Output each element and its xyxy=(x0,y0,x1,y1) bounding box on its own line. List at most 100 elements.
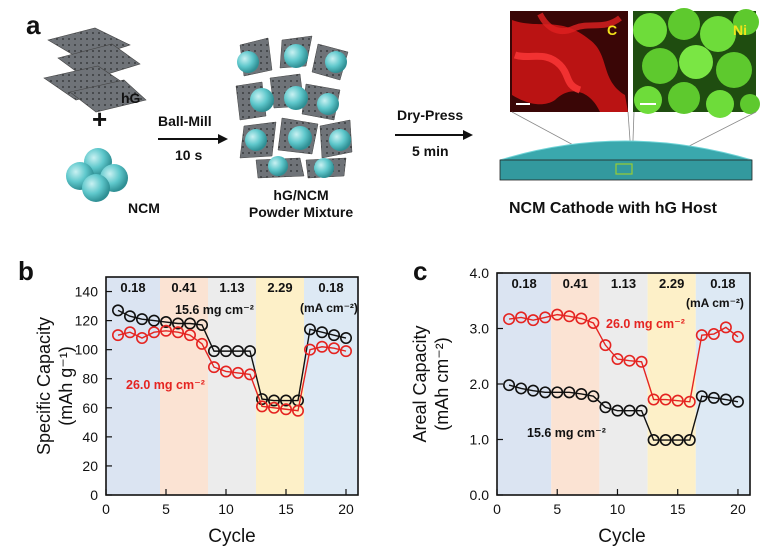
y-axis-title: Specific Capacity (mAh g⁻¹) xyxy=(34,317,76,455)
y-tick-label: 2.0 xyxy=(470,376,490,392)
band-label-1: 0.18 xyxy=(511,276,536,291)
data-point xyxy=(599,401,612,414)
current-unit-note: (mA cm⁻²) xyxy=(300,301,358,315)
data-point xyxy=(503,313,516,326)
x-tick-label: 5 xyxy=(553,501,561,517)
data-point xyxy=(587,390,600,403)
nickel-map-image xyxy=(633,8,760,118)
data-point xyxy=(196,337,209,350)
data-point xyxy=(232,366,245,379)
data-point xyxy=(136,332,149,345)
x-axis-title: Cycle xyxy=(598,526,646,547)
data-point xyxy=(683,395,696,408)
band-4 xyxy=(647,273,696,495)
data-point xyxy=(160,316,173,329)
data-point xyxy=(563,386,576,399)
y-axis-title-line2: (mAh cm⁻²) xyxy=(432,337,452,431)
band-3 xyxy=(599,273,648,495)
data-point xyxy=(136,313,149,326)
band-2 xyxy=(551,273,600,495)
data-point xyxy=(315,340,328,353)
y-axis-title: Areal Capacity (mAh cm⁻²) xyxy=(410,325,452,442)
data-point xyxy=(707,391,720,404)
data-point xyxy=(124,326,137,339)
data-point xyxy=(659,393,672,406)
data-point xyxy=(148,326,161,339)
band-label-3: 1.13 xyxy=(219,280,244,295)
x-tick-label: 10 xyxy=(610,501,626,517)
band-label-5: 0.18 xyxy=(318,280,343,295)
data-point xyxy=(623,354,636,367)
data-point xyxy=(279,403,292,416)
x-axis-title: Cycle xyxy=(208,526,256,547)
data-point xyxy=(172,326,185,339)
x-tick-label: 0 xyxy=(102,501,110,517)
series-label-2: 15.6 mg cm⁻² xyxy=(527,426,606,440)
data-point xyxy=(184,329,197,342)
data-point xyxy=(671,394,684,407)
cathode-disc-icon xyxy=(499,140,753,181)
data-point xyxy=(527,384,540,397)
data-point xyxy=(575,387,588,400)
data-point xyxy=(659,434,672,447)
data-point xyxy=(208,361,221,374)
data-point xyxy=(539,311,552,324)
series-line-1 xyxy=(117,309,347,402)
data-point xyxy=(148,314,161,327)
x-tick-label: 10 xyxy=(218,501,234,517)
data-point xyxy=(339,332,352,345)
data-point xyxy=(339,345,352,358)
carbon-map-label: C xyxy=(607,22,618,38)
data-point xyxy=(220,365,233,378)
dry-press-arrow-icon xyxy=(395,130,473,140)
ball-mill-label: Ball-Mill xyxy=(158,113,212,129)
current-unit-note: (mA cm⁻²) xyxy=(686,296,744,310)
y-tick-label: 0.0 xyxy=(470,487,490,503)
data-point xyxy=(255,400,268,413)
band-1 xyxy=(106,277,160,495)
series-label-2: 26.0 mg cm⁻² xyxy=(126,378,205,392)
x-tick-label: 20 xyxy=(338,501,354,517)
data-point xyxy=(112,304,125,317)
data-point xyxy=(172,317,185,330)
schematic-graphics xyxy=(43,8,760,202)
dry-press-time: 5 min xyxy=(412,143,449,159)
x-tick-label: 15 xyxy=(278,501,294,517)
data-point xyxy=(575,312,588,325)
data-point xyxy=(267,394,280,407)
band-label-4: 2.29 xyxy=(659,276,684,291)
data-point xyxy=(719,321,732,334)
ncm-particles-icon xyxy=(66,148,128,202)
data-point xyxy=(647,434,660,447)
data-point xyxy=(611,404,624,417)
hg-label: hG xyxy=(121,90,141,106)
data-point xyxy=(635,355,648,368)
panel-label-c: c xyxy=(413,256,428,286)
data-point xyxy=(208,345,221,358)
mixture-label-line2: Powder Mixture xyxy=(248,204,354,220)
y-tick-label: 1.0 xyxy=(470,432,490,448)
data-point xyxy=(731,330,744,343)
data-point xyxy=(671,434,684,447)
data-point xyxy=(315,326,328,339)
y-axis-title-line2: (mAh g⁻¹) xyxy=(56,346,76,426)
nickel-map-label: Ni xyxy=(733,22,747,38)
y-tick-label: 80 xyxy=(82,371,98,387)
data-point xyxy=(647,393,660,406)
data-point xyxy=(551,386,564,399)
data-point xyxy=(124,310,137,323)
data-point xyxy=(255,393,268,406)
y-tick-label: 3.0 xyxy=(470,321,490,337)
data-point xyxy=(719,393,732,406)
data-point xyxy=(303,323,316,336)
data-point xyxy=(291,404,304,417)
data-point xyxy=(539,386,552,399)
data-point xyxy=(244,345,257,358)
series-line-1 xyxy=(508,313,739,403)
powder-mixture-icon xyxy=(235,35,353,179)
dry-press-label: Dry-Press xyxy=(397,107,464,123)
cathode-title: NCM Cathode with hG Host xyxy=(509,200,717,217)
y-axis-title-line1: Areal Capacity xyxy=(410,325,430,442)
band-3 xyxy=(208,277,256,495)
band-5 xyxy=(304,277,358,495)
